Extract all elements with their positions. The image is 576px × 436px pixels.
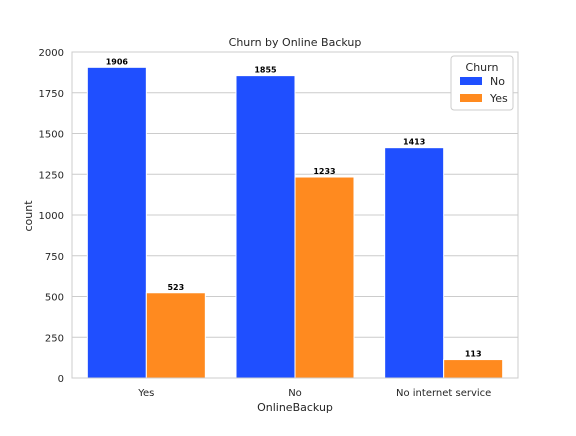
- y-tick-label: 2000: [39, 48, 64, 59]
- y-tick-label: 250: [45, 333, 64, 344]
- y-tick-label: 1500: [39, 130, 64, 141]
- bar-value-label: 1906: [106, 57, 129, 66]
- legend-label-no: No: [490, 75, 505, 88]
- legend-title: Churn: [466, 61, 499, 74]
- y-tick-label: 1750: [39, 89, 64, 100]
- chart-title: Churn by Online Backup: [229, 36, 362, 49]
- y-tick-label: 500: [45, 293, 64, 304]
- bar-value-label: 113: [465, 350, 482, 359]
- legend-swatch-yes: [460, 94, 482, 102]
- bar: [294, 176, 355, 379]
- bar: [443, 359, 504, 379]
- legend-label-yes: Yes: [489, 92, 508, 105]
- bar-value-label: 523: [167, 283, 184, 292]
- y-tick-label: 1250: [39, 170, 64, 181]
- legend-swatch-no: [460, 77, 482, 85]
- y-tick-label: 0: [58, 374, 64, 385]
- data-labels: 1906 523 1855 1233 1413 113: [106, 57, 482, 358]
- bar-value-label: 1413: [403, 138, 425, 147]
- bars: [86, 66, 504, 379]
- bar: [384, 147, 445, 379]
- x-tick-label: No internet service: [396, 388, 491, 399]
- legend: Churn No Yes: [450, 55, 514, 111]
- x-tick-label: No: [288, 388, 302, 399]
- x-axis-label: OnlineBackup: [257, 401, 333, 414]
- bar-value-label: 1855: [254, 66, 277, 75]
- bar: [235, 75, 296, 379]
- y-axis-label: count: [22, 200, 35, 232]
- bar: [86, 66, 147, 379]
- bar-value-label: 1233: [313, 167, 335, 176]
- axes: 0 250 500 750 1000 1250 1500 1750 2000 Yes No No in…: [39, 48, 519, 399]
- x-tick-label: Yes: [137, 388, 154, 399]
- y-tick-label: 1000: [39, 211, 64, 222]
- bar: [145, 292, 206, 379]
- plot-frame: [71, 51, 519, 379]
- y-tick-label: 750: [45, 252, 64, 263]
